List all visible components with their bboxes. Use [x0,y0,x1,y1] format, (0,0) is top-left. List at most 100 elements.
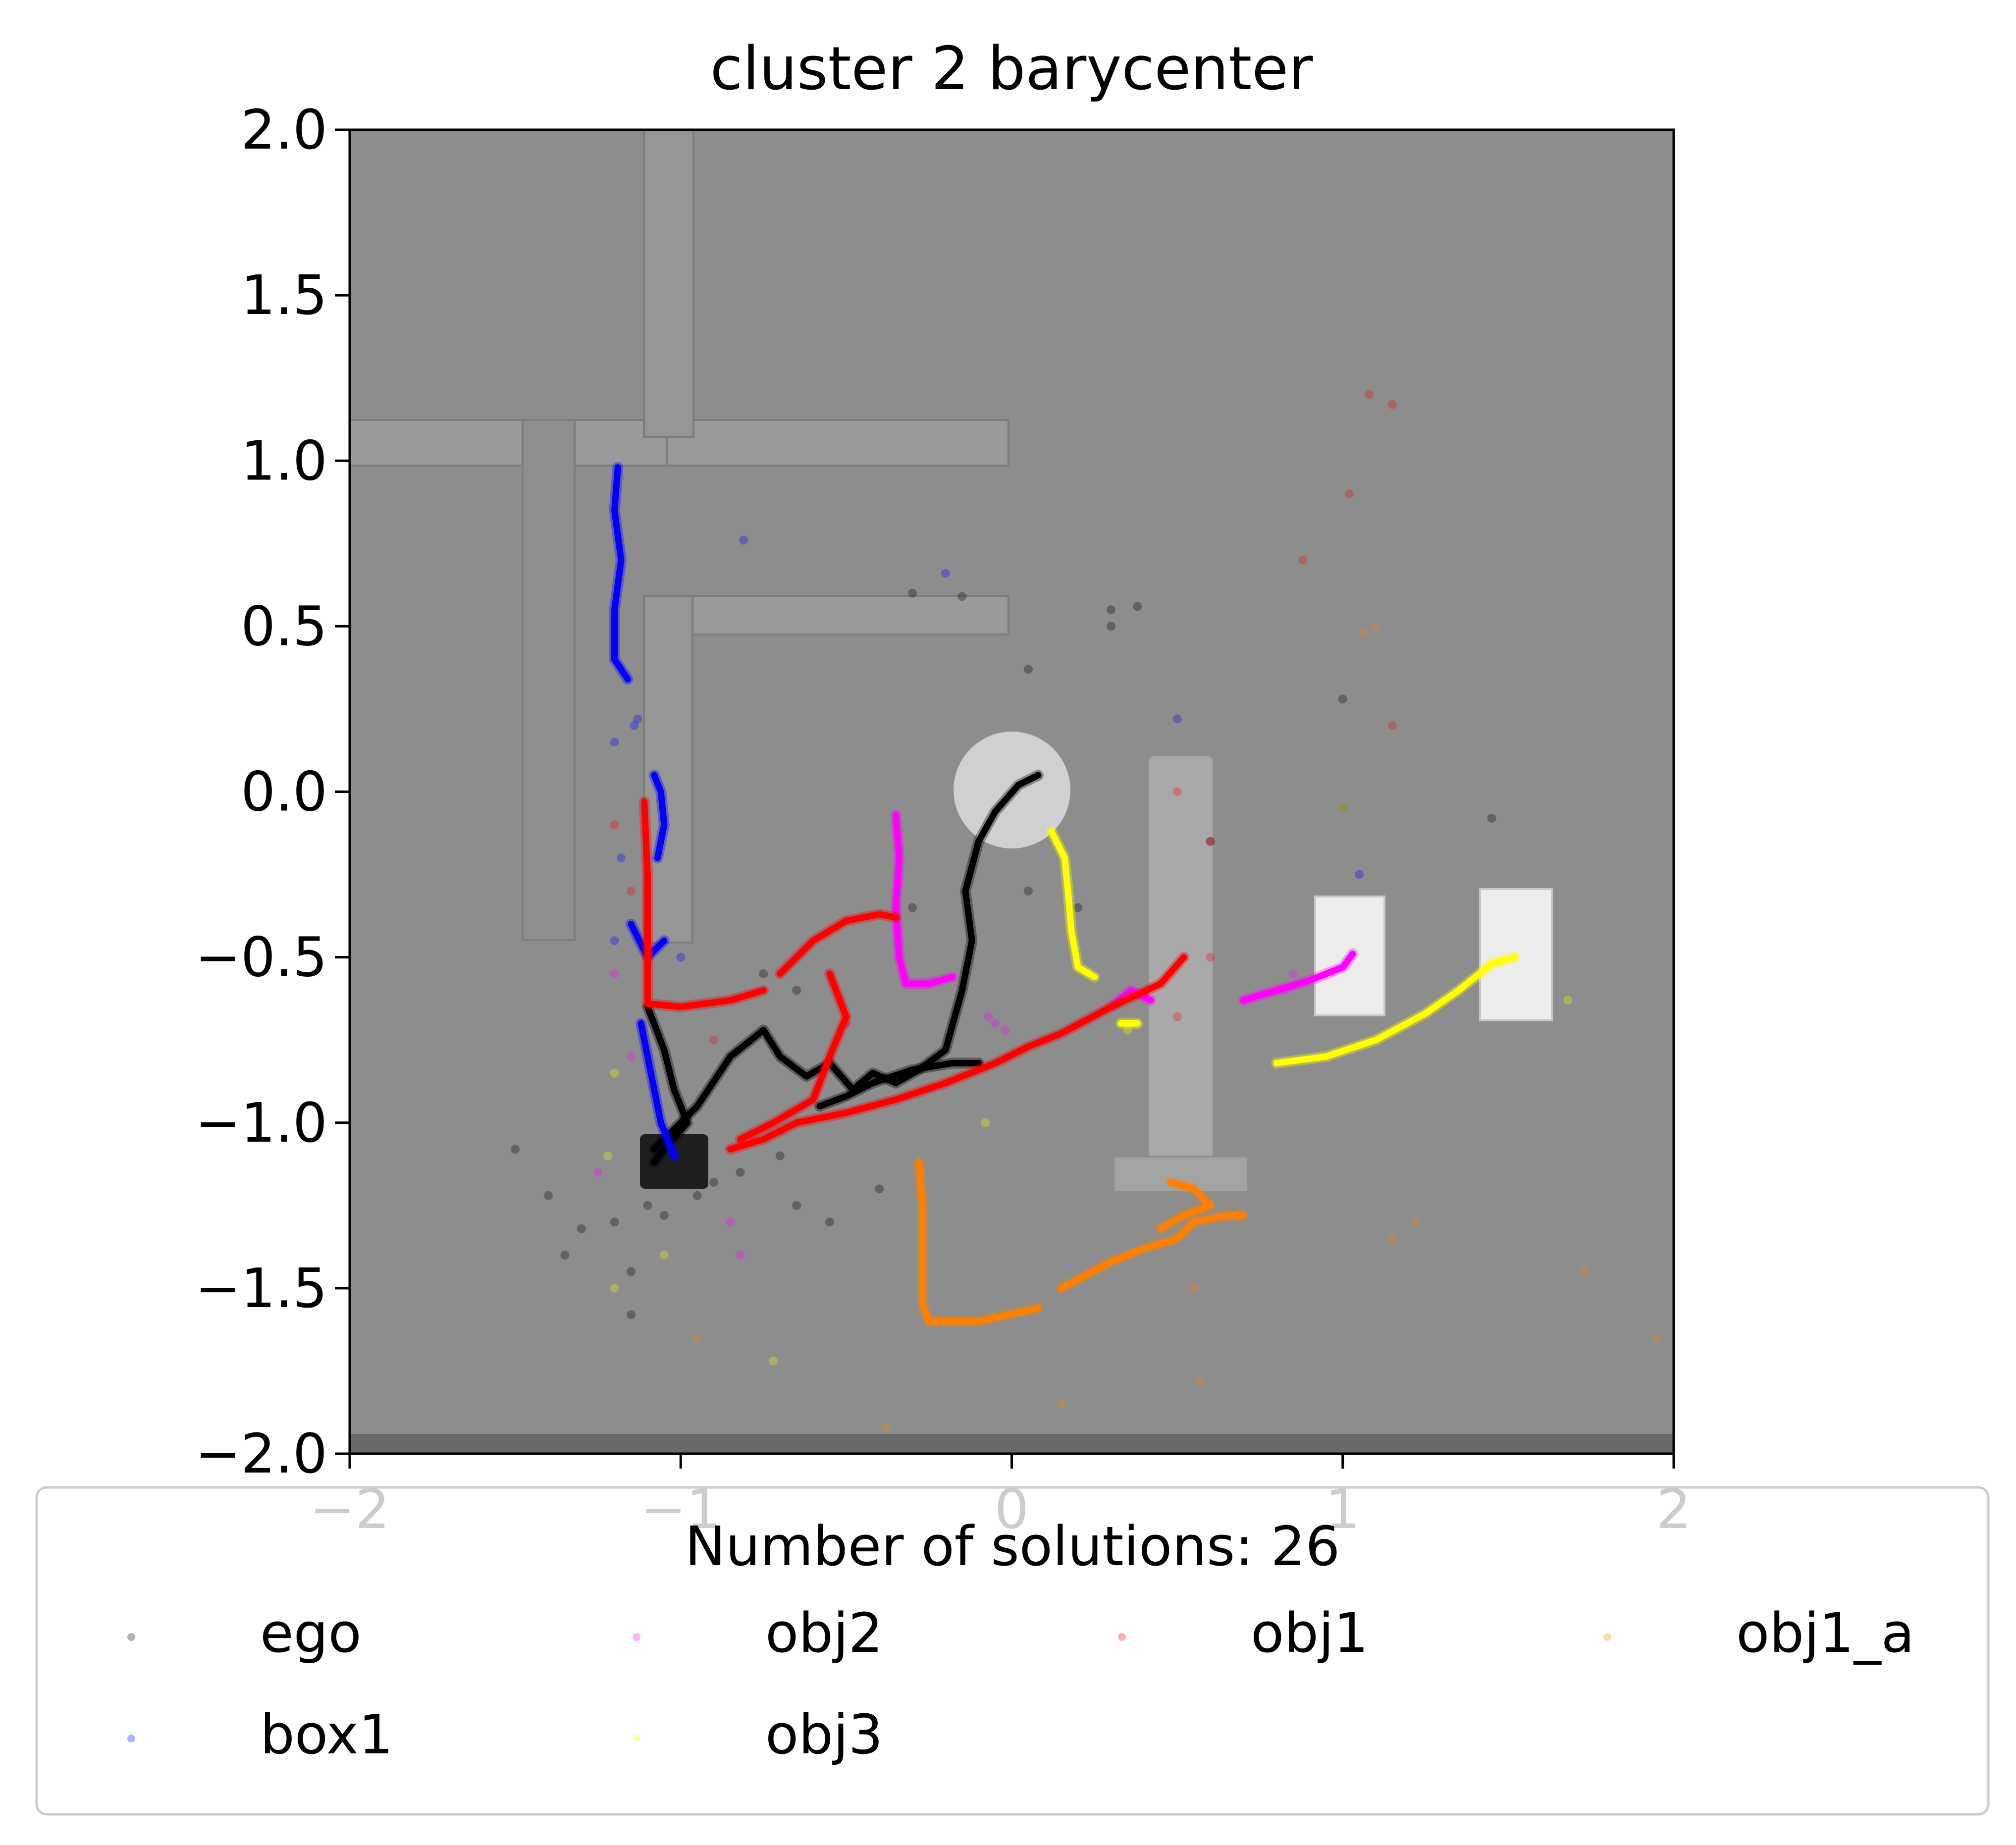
scatter-point-obj1_a [1580,1267,1589,1276]
trajectory-box1 [611,464,631,683]
scatter-point-ego [627,1310,636,1319]
scatter-point-obj1 [1298,555,1308,565]
scatter-point-obj2 [1001,1025,1010,1035]
scatter-point-obj1_a [1371,622,1380,631]
scatter-point-ego [775,1151,785,1160]
y-tick-label: 1.0 [241,429,327,492]
trajectory-box1 [637,1020,678,1160]
scatter-point-ego [577,1224,586,1233]
scatter-point-obj2 [984,1012,993,1021]
scatter-point-obj1 [627,886,636,896]
scatter-point-obj1 [1206,952,1215,962]
scatter-point-box1 [676,952,686,962]
scatter-point-ego [957,592,967,601]
scatter-point-obj1_a [1358,628,1367,637]
trajectory-obj1 [727,954,1187,1153]
scatter-point-obj2 [593,1167,603,1177]
legend-marker-obj3 [633,1735,640,1742]
trajectory-obj2 [893,811,955,987]
legend-label-box1: box1 [260,1703,393,1766]
y-tick-label: 0.5 [241,594,327,658]
trajectory-obj1_a [1058,1212,1247,1292]
legend-label-obj1_a: obj1_a [1736,1601,1914,1665]
scatter-point-obj3 [981,1118,990,1127]
legend-marker-ego [127,1633,135,1641]
scatter-point-ego [1106,605,1115,614]
scatter-point-ego [792,1201,801,1210]
scatter-point-box1 [633,714,642,724]
scatter-point-obj1 [1387,721,1397,730]
scatter-point-box1 [610,936,619,946]
legend: Number of solutions: 26 ego box1 obj2 obj3 o… [35,1486,1990,1816]
scatter-point-obj1 [1345,489,1354,499]
scatter-point-obj3 [1563,996,1573,1005]
legend-title: Number of solutions: 26 [685,1515,1340,1578]
y-tick-label: −1.5 [195,1257,327,1320]
series-obj1_a [692,622,1662,1432]
legend-marker-box1 [127,1735,135,1742]
series-obj1 [610,390,1397,1155]
scatter-point-obj3 [1123,1025,1132,1035]
scatter-point-obj3 [610,1068,619,1078]
scatter-point-obj3 [610,1283,619,1293]
scatter-point-obj1_a [692,1333,702,1343]
series-box1 [609,462,1364,1161]
trajectory-ego [651,772,1042,1153]
scatter-point-obj1_a [1196,1376,1205,1385]
y-tick-label: −2.0 [195,1422,327,1485]
scatter-point-ego [825,1217,834,1227]
legend-marker-obj1_a [1603,1633,1611,1641]
scatter-point-ego [610,1217,619,1227]
scatter-point-obj2 [736,1251,745,1260]
scatter-point-obj1 [709,1035,719,1045]
scatter-point-ego [875,1184,884,1194]
trajectory-obj2 [1240,950,1356,1003]
scatter-point-ego [692,1191,702,1200]
scatter-point-obj1 [1206,837,1215,846]
y-tick-label: 1.5 [241,264,327,327]
scatter-point-ego [511,1145,520,1154]
legend-frame [35,1486,1990,1816]
scatter-point-ego [736,1167,745,1177]
scatter-point-obj1 [1172,1012,1182,1021]
series-obj2 [593,809,1358,1260]
scatter-point-box1 [739,535,748,545]
legend-label-obj1: obj1 [1251,1601,1369,1665]
trajectory-obj1 [777,911,900,977]
scatter-point-obj3 [769,1356,778,1366]
scatter-point-ego [1487,813,1496,823]
trajectory-obj3 [1048,828,1098,981]
scatter-point-ego [659,1211,669,1220]
scatter-point-ego [759,969,768,979]
trajectory-obj3 [1273,954,1518,1066]
scatter-point-ego [709,1178,719,1187]
chart-title: cluster 2 barycenter [710,35,1314,104]
series-obj3 [603,803,1573,1366]
scatter-point-obj1_a [1057,1399,1066,1409]
y-tick-label: −1.0 [195,1091,327,1155]
scatter-point-ego [1206,837,1215,846]
scatter-point-obj1 [1387,400,1397,409]
scatter-point-obj1_a [1652,1333,1662,1343]
scatter-point-obj2 [1288,969,1298,979]
trajectory-ego [816,1060,982,1109]
legend-marker-obj2 [633,1633,640,1641]
scatter-point-obj1_a [1189,1283,1199,1293]
trajectory-obj1_a [1157,1179,1214,1232]
legend-label-obj2: obj2 [765,1601,883,1665]
scatter-point-obj1 [1365,390,1374,399]
scatter-point-box1 [616,853,626,863]
scatter-point-obj2 [610,969,619,979]
scatter-point-ego [1133,602,1142,611]
scatter-point-box1 [941,569,950,578]
trajectory-obj1 [737,970,849,1143]
scatter-point-ego [1338,803,1347,813]
scatter-point-ego [908,903,917,912]
scatter-point-ego [1073,903,1083,912]
scatter-point-obj1_a [881,1423,891,1432]
scatter-point-box1 [1355,870,1364,879]
scatter-point-ego [643,1201,652,1210]
scatter-point-obj1_a [1411,1217,1420,1227]
